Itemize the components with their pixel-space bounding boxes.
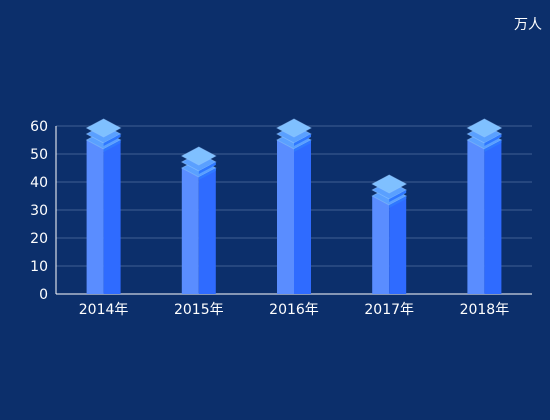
y-tick-label: 20 [30,231,48,247]
bar [371,174,408,294]
bars [85,118,503,294]
bar-top-edge [103,134,121,146]
bar [85,118,122,294]
x-tick-label: 2018年 [460,302,510,318]
bar-right-face [294,140,311,294]
x-tick-label: 2017年 [364,302,414,318]
x-tick-label: 2014年 [79,302,129,318]
bar-left-face [277,140,294,294]
bar-top-edge [294,140,311,152]
bar-left-face [372,196,390,294]
x-tick-label: 2015年 [174,302,224,318]
y-tick-label: 50 [30,147,48,163]
bar-right-face [198,168,216,294]
bar-top-edge [484,140,502,152]
y-tick-label: 10 [30,259,48,275]
y-tick-label: 40 [30,175,48,191]
bar-top-edge [294,134,311,146]
bar-top-edge [198,162,216,174]
bar-top-layer [466,118,503,138]
x-tick-label: 2016年 [269,302,319,318]
y-tick-label: 0 [39,287,48,303]
bar [466,118,503,294]
bar-top-edge [389,196,407,208]
bar-top-layer [371,174,408,194]
bar [180,146,217,294]
bar-top-edge [389,190,407,202]
bar-left-face [181,168,199,294]
tick-labels: 0 10 20 30 40 50 60 2014年 2015年 2016年 2017年 2018年 [30,119,509,318]
y-tick-label: 30 [30,203,48,219]
bar-right-face [389,196,407,294]
bar [276,118,312,294]
bar-top-layer [276,118,312,138]
bar-left-face [86,140,104,294]
bar-top-layer [85,118,122,138]
bar-top-edge [198,168,216,180]
bar-top-edge [484,134,502,146]
bar-top-layer [180,146,217,166]
unit-label: 万人 [514,17,542,33]
bar-top-edge [103,140,121,152]
bar-left-face [467,140,485,294]
bar-right-face [103,140,121,294]
y-tick-label: 60 [30,119,48,135]
bar-right-face [484,140,502,294]
